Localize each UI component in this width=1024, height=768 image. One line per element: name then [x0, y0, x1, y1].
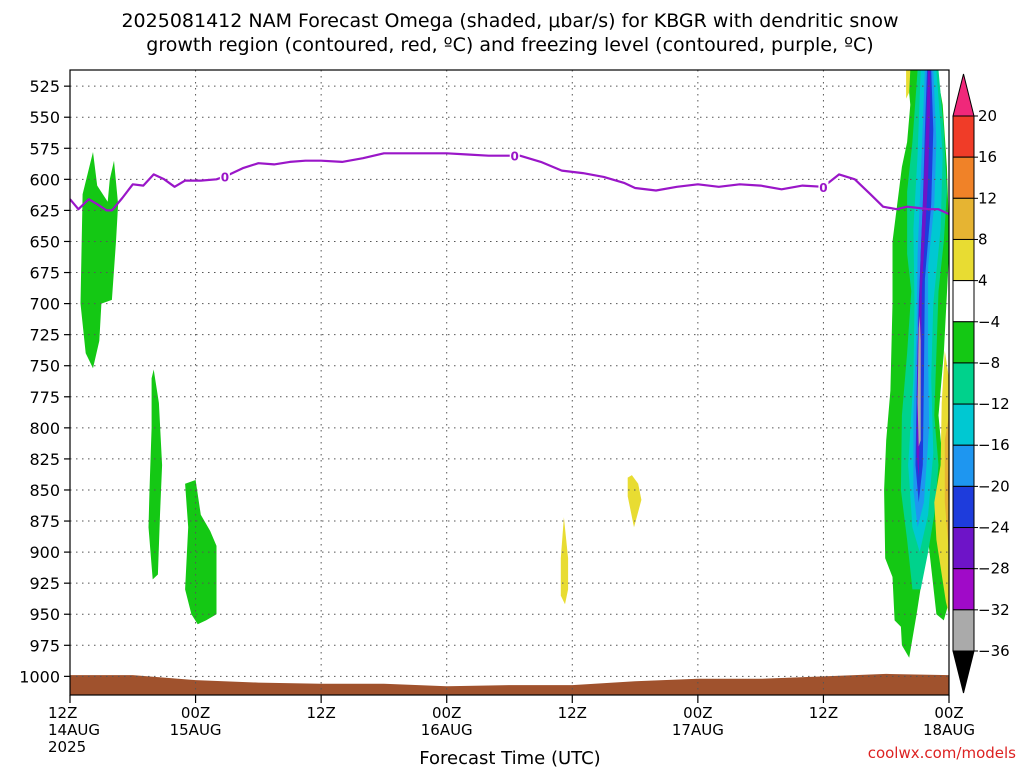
y-tick-label-525: 525: [29, 77, 60, 96]
colorbar-label-13: −36: [978, 642, 1010, 660]
x-tick-label-12-0: 00Z: [181, 704, 210, 722]
colorbar-label-7: −12: [978, 395, 1010, 413]
colorbar-segment-4: [952, 280, 975, 323]
colorbar-label-0: 20: [978, 107, 997, 125]
freezing-label-bg: [818, 179, 829, 194]
colorbar-label-9: −20: [978, 477, 1010, 495]
omega-region-4: [627, 475, 642, 528]
omega-region-14: [944, 415, 949, 553]
y-tick-label-850: 850: [29, 481, 60, 500]
colorbar-label-3: 8: [978, 230, 988, 248]
colorbar-segment-11: [952, 568, 975, 611]
colorbar-label-5: −4: [978, 313, 1000, 331]
colorbar-segment-5: [952, 321, 975, 364]
y-tick-label-825: 825: [29, 450, 60, 469]
omega-region-13: [934, 350, 949, 615]
plot-frame: [69, 69, 950, 696]
omega-region-12: [906, 70, 911, 99]
x-tick-label-0-2: 2025: [48, 738, 86, 756]
colorbar-label-2: 12: [978, 189, 997, 207]
x-tick-label-0-1: 14AUG: [48, 721, 100, 739]
y-tick-label-900: 900: [29, 543, 60, 562]
freezing-level-label-0: 0: [221, 170, 229, 184]
omega-region-0: [80, 152, 119, 369]
colorbar-segment-2: [952, 197, 975, 240]
colorbar-segment-3: [952, 238, 975, 282]
colorbar-label-11: −28: [978, 560, 1010, 578]
colorbar-label-6: −8: [978, 354, 1000, 372]
colorbar-label-1: 16: [978, 148, 997, 166]
y-tick-label-775: 775: [29, 388, 60, 407]
x-axis-label: Forecast Time (UTC): [419, 748, 600, 768]
terrain-fill: [70, 673, 949, 695]
freezing-label-bg: [509, 148, 520, 163]
y-tick-label-950: 950: [29, 605, 60, 624]
colorbar-label-10: −24: [978, 519, 1010, 537]
colorbar-segment-9: [952, 485, 975, 529]
grid-lines: [70, 70, 949, 695]
x-tick-label-60-0: 00Z: [683, 704, 712, 722]
x-tick-label-72-0: 12Z: [809, 704, 838, 722]
freezing-label-bg: [219, 169, 230, 184]
colorbar-label-12: −32: [978, 601, 1010, 619]
y-tick-label-875: 875: [29, 512, 60, 531]
y-tick-label-975: 975: [29, 636, 60, 655]
colorbar-segment-10: [952, 527, 975, 570]
terrain-layer: [70, 673, 949, 695]
colorbar-bottom-arrow: [952, 650, 975, 694]
colorbar-segment-8: [952, 444, 975, 487]
y-tick-label-700: 700: [29, 295, 60, 314]
colorbar-top-arrow: [952, 73, 975, 117]
colorbar-segment-1: [952, 156, 975, 199]
colorbar-segment-12: [952, 609, 975, 652]
colorbar-segment-0: [952, 115, 975, 158]
y-tick-label-675: 675: [29, 264, 60, 283]
x-tick-label-24-0: 12Z: [306, 704, 335, 722]
omega-region-2: [185, 480, 217, 625]
y-axis: 525 550 575 600 625 650 675 700 725 750 775 800 825 8…: [19, 77, 70, 686]
y-tick-label-650: 650: [29, 232, 60, 251]
freezing-level-label-1: 0: [511, 150, 519, 164]
chart-title-line-1: 2025081412 NAM Forecast Omega (shaded, μ…: [121, 10, 898, 32]
x-tick-label-12-1: 15AUG: [170, 721, 222, 739]
omega-region-11: [917, 316, 921, 447]
credit-text: coolwx.com/models: [868, 744, 1016, 762]
x-tick-label-84-0: 00Z: [934, 704, 963, 722]
colorbar-label-4: 4: [978, 272, 988, 290]
omega-region-3: [560, 517, 569, 605]
y-tick-label-550: 550: [29, 108, 60, 127]
x-tick-label-36-0: 00Z: [432, 704, 461, 722]
chart-title-line-2: growth region (contoured, red, ºC) and f…: [146, 34, 873, 56]
freezing-level-line: [70, 152, 949, 216]
omega-shading: [80, 70, 949, 658]
colorbar-segment-7: [952, 403, 975, 446]
y-tick-label-625: 625: [29, 201, 60, 220]
x-tick-label-60-1: 17AUG: [672, 721, 724, 739]
colorbar-label-8: −16: [978, 436, 1010, 454]
x-tick-label-36-1: 16AUG: [421, 721, 473, 739]
y-tick-label-600: 600: [29, 170, 60, 189]
omega-region-1: [148, 369, 163, 580]
y-tick-label-575: 575: [29, 139, 60, 158]
y-tick-label-750: 750: [29, 357, 60, 376]
y-tick-label-800: 800: [29, 419, 60, 438]
freezing-level-layer: 0 0 0: [70, 148, 949, 216]
colorbar: 20 16 12 8 4 −4 −8 −12 −16 −20 −24 −28 −32 −36: [952, 73, 1010, 694]
y-tick-label-1000: 1000: [19, 667, 60, 686]
y-tick-label-925: 925: [29, 574, 60, 593]
freezing-level-label-2: 0: [819, 181, 827, 195]
y-tick-label-725: 725: [29, 326, 60, 345]
x-tick-label-48-0: 12Z: [558, 704, 587, 722]
x-tick-label-84-1: 18AUG: [923, 721, 975, 739]
colorbar-segment-6: [952, 362, 975, 405]
x-tick-label-0-0: 12Z: [48, 704, 77, 722]
